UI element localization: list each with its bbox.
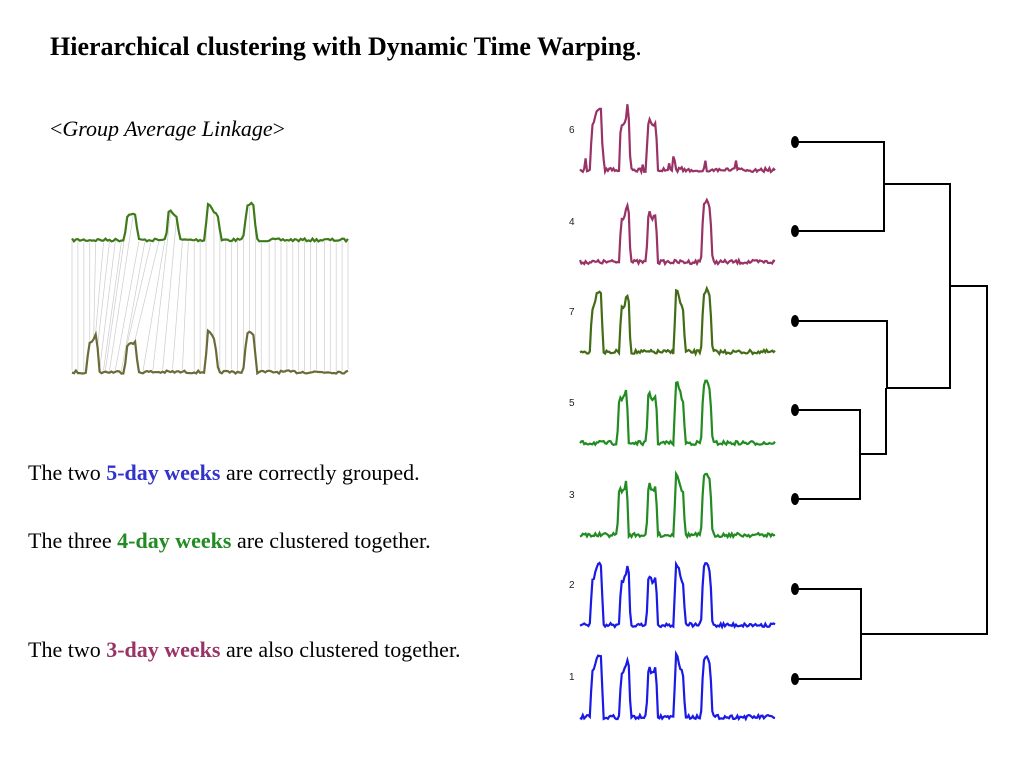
dtw-warp-line <box>99 240 116 370</box>
dendrogram-link-upper <box>884 183 951 389</box>
slide-title-period: . <box>635 32 642 61</box>
series-label: 6 <box>569 125 575 136</box>
dendrogram-link-2-1 <box>795 588 862 680</box>
slide-title: Hierarchical clustering with Dynamic Tim… <box>50 32 642 62</box>
dtw-warp-line <box>115 240 140 370</box>
series-label: 2 <box>569 580 575 591</box>
dtw-warp-line <box>97 241 110 346</box>
paragraph-five-day-post: are correctly grouped. <box>220 460 420 485</box>
dtw-warp-line <box>182 241 189 370</box>
dendrogram-link-6-4 <box>795 141 885 232</box>
dendrogram-link-root <box>861 285 988 635</box>
dtw-bottom-series <box>71 328 349 376</box>
subtitle-open-bracket: < <box>50 116 63 141</box>
series-label: 7 <box>569 307 575 318</box>
paragraph-three-day-post: are also clustered together. <box>220 637 461 662</box>
dtw-warp-line <box>109 215 134 371</box>
dtw-warp-line <box>95 242 104 333</box>
paragraph-three-day: The two 3-day weeks are also clustered t… <box>28 628 498 672</box>
paragraph-four-day: The three 4-day weeks are clustered toge… <box>28 524 458 558</box>
dtw-warp-lines <box>71 206 349 372</box>
linkage-subtitle: <Group Average Linkage> <box>50 116 285 142</box>
dtw-warp-line <box>152 212 171 371</box>
dtw-warp-line <box>126 242 152 345</box>
series-label: 4 <box>569 217 575 228</box>
dtw-warp-line <box>172 241 183 370</box>
week-trace-1 <box>579 649 776 722</box>
paragraph-three-day-highlight: 3-day weeks <box>106 637 221 662</box>
dendrogram-link-7 <box>795 320 888 388</box>
week-trace-2 <box>579 560 776 630</box>
paragraph-three-day-pre: The two <box>28 637 107 662</box>
dtw-top-series <box>71 201 349 244</box>
dendrogram-link-5-3 <box>795 409 861 500</box>
paragraph-four-day-highlight: 4-day weeks <box>117 528 232 553</box>
dendrogram <box>791 136 988 685</box>
slide-title-text: Hierarchical clustering with Dynamic Tim… <box>50 32 636 61</box>
paragraph-four-day-pre: The three <box>28 528 118 553</box>
dtw-warp-line <box>142 241 166 372</box>
paragraph-five-day-pre: The two <box>28 460 107 485</box>
paragraph-five-day: The two 5-day weeks are correctly groupe… <box>28 456 548 490</box>
paragraph-five-day-highlight: 5-day weeks <box>106 460 221 485</box>
weekly-traces <box>578 104 776 722</box>
series-labels: 6 4 7 5 3 2 1 <box>569 125 575 683</box>
week-trace-3 <box>579 470 776 540</box>
dtw-warp-line <box>120 241 146 372</box>
dendrogram-link-53 <box>860 388 887 455</box>
dtw-warp-line <box>93 242 97 338</box>
paragraph-four-day-post: are clustered together. <box>231 528 431 553</box>
week-trace-7 <box>579 285 776 357</box>
series-label: 1 <box>569 672 575 683</box>
dtw-warp-line <box>134 242 160 340</box>
dtw-warp-line <box>105 218 128 370</box>
week-trace-6 <box>579 104 776 176</box>
subtitle-text: Group Average Linkage <box>62 116 273 141</box>
week-trace-5 <box>579 379 776 448</box>
subtitle-close-bracket: > <box>272 116 286 141</box>
dtw-warp-line <box>103 242 122 371</box>
series-label: 5 <box>569 398 575 409</box>
dtw-warp-line <box>162 218 177 370</box>
series-label: 3 <box>569 490 575 501</box>
dtw-alignment-illustration <box>71 201 349 376</box>
week-trace-4 <box>578 197 776 267</box>
